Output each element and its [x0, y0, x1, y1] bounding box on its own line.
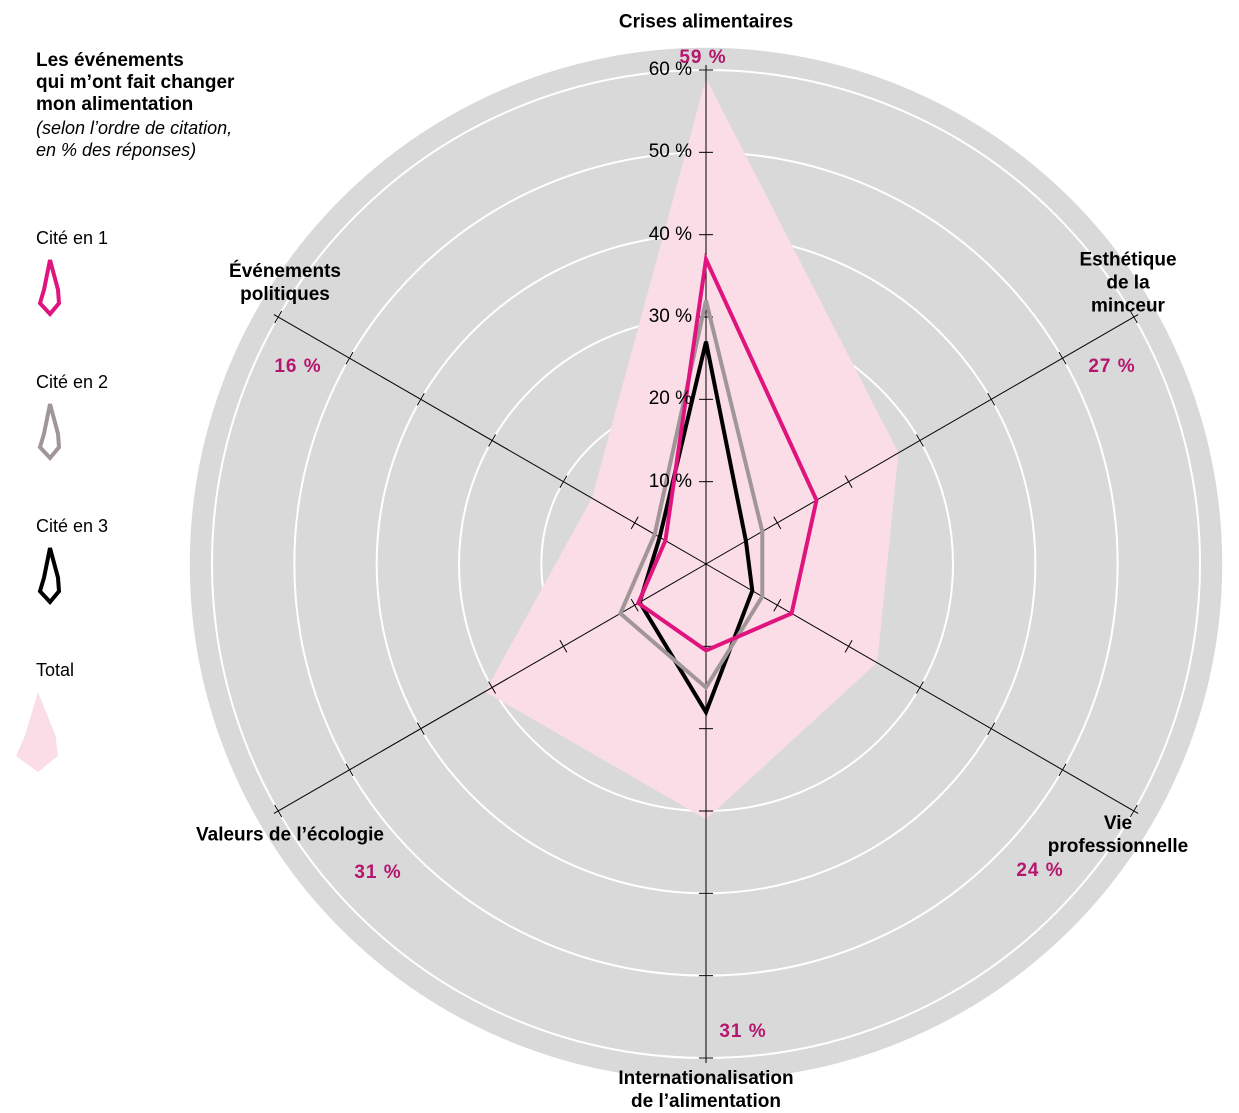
- legend-label: Total: [36, 660, 75, 680]
- category-label: Esthétique de la minceur: [1079, 249, 1177, 317]
- axis-tick: [630, 516, 639, 530]
- category-label: Vie professionnelle: [1047, 813, 1189, 857]
- category-label: Internationalisation de l’alimentation: [618, 1068, 794, 1112]
- axis-tick: [987, 393, 996, 406]
- axis-line: [705, 314, 1139, 565]
- line: [635, 252, 819, 653]
- value-label: 59 %: [679, 47, 727, 68]
- value-label: 16 %: [274, 356, 322, 377]
- axis-tick: [416, 393, 425, 406]
- legend-swatch: [37, 403, 62, 462]
- axis-tick: [274, 804, 283, 818]
- axis-tick: [559, 475, 568, 488]
- axis-tick: [488, 681, 497, 694]
- axis-line: [273, 314, 707, 565]
- axis-tick-label: 60 %: [648, 59, 692, 80]
- axis-tick: [345, 351, 354, 365]
- chart-title: Les événements qui m’ont fait changer mo…: [36, 50, 235, 115]
- axis-tick: [773, 598, 782, 612]
- value-label: 31 %: [719, 1021, 767, 1042]
- category-label: Valeurs de l’écologie: [196, 824, 384, 846]
- axis-tick: [1129, 804, 1138, 818]
- axis-tick: [345, 763, 354, 777]
- axis-tick: [1058, 351, 1067, 365]
- value-label: 27 %: [1088, 356, 1136, 377]
- axis-tick-label: 30 %: [648, 306, 692, 327]
- axis-tick: [844, 475, 853, 488]
- axis-tick: [1129, 310, 1138, 324]
- axis-line: [705, 563, 1139, 814]
- legend-swatch: [37, 259, 62, 318]
- axis-tick: [773, 516, 782, 530]
- legend-label: Cité en 3: [36, 516, 109, 536]
- legend-swatch: [37, 547, 62, 606]
- chart-subtitle: (selon l’ordre de citation, en % des rép…: [36, 118, 233, 160]
- axis-tick-label: 20 %: [648, 388, 692, 410]
- axis-tick-label: 50 %: [648, 141, 692, 163]
- axis-tick: [488, 434, 497, 447]
- axis-tick: [844, 640, 853, 653]
- axis-tick: [915, 434, 924, 447]
- axis-tick: [1058, 763, 1067, 777]
- value-label: 24 %: [1016, 860, 1064, 881]
- axis-line: [273, 563, 707, 814]
- axis-tick-label: 10 %: [648, 470, 692, 492]
- axis-tick: [416, 722, 425, 735]
- axis-tick: [987, 722, 996, 735]
- axis-tick: [915, 681, 924, 694]
- axis-tick: [630, 598, 639, 612]
- axis-tick: [274, 310, 283, 324]
- legend-label: Cité en 2: [36, 372, 109, 392]
- area: [485, 78, 899, 820]
- axis-tick-label: 40 %: [648, 223, 692, 245]
- line: [617, 300, 765, 691]
- line: [637, 341, 755, 717]
- axis-tick: [559, 640, 568, 653]
- category-label: Événements politiques: [229, 261, 341, 305]
- legend-swatch: [16, 692, 58, 772]
- value-label: 31 %: [354, 862, 402, 883]
- legend-label: Cité en 1: [36, 228, 109, 248]
- category-label: Crises alimentaires: [618, 11, 794, 33]
